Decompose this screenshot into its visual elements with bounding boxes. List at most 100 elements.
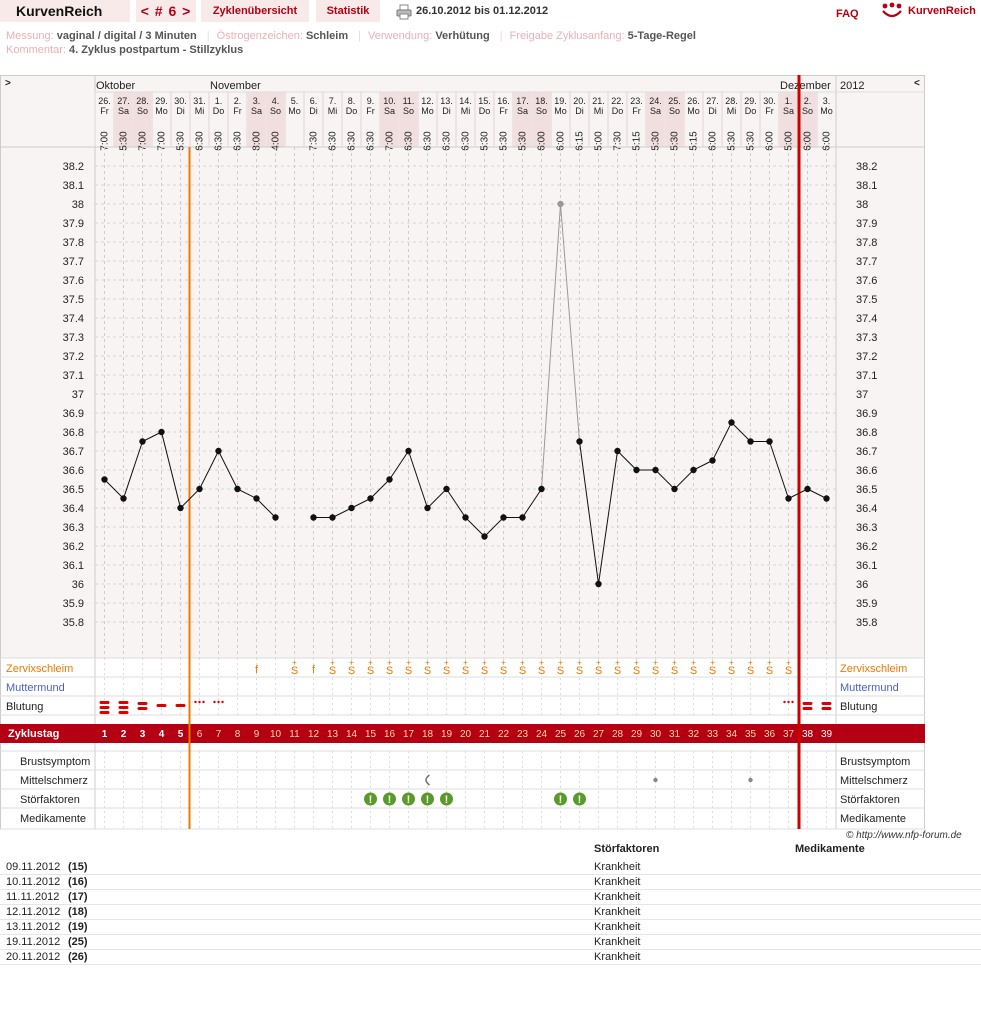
weekday-label: Do bbox=[479, 106, 491, 116]
y-tick-left: 36.3 bbox=[63, 522, 84, 534]
nav-prev: > bbox=[5, 78, 11, 89]
temperature-segment bbox=[142, 431, 162, 442]
cervix-s-top: + bbox=[482, 658, 487, 667]
cervix-s-mark: S bbox=[405, 665, 412, 677]
temperature-point bbox=[310, 514, 317, 521]
weekday-label: Mi bbox=[195, 106, 205, 116]
y-tick-left: 36.8 bbox=[63, 427, 84, 439]
header-background bbox=[0, 75, 925, 147]
cervix-s-mark: S bbox=[519, 665, 526, 677]
y-tick-left: 37.8 bbox=[63, 237, 84, 249]
cervix-s-mark: S bbox=[709, 665, 716, 677]
time-label: 6:30 bbox=[404, 131, 415, 151]
y-tick-left: 37.5 bbox=[63, 294, 84, 306]
disturb-label-right: Störfaktoren bbox=[840, 794, 900, 806]
temperature-point bbox=[367, 495, 374, 502]
cervix-label-right: Zervixschleim bbox=[840, 663, 907, 675]
weekday-label: So bbox=[403, 106, 414, 116]
notes-row: 13.11.2012 (19) Krankheit bbox=[0, 919, 981, 935]
y-tick-left: 35.9 bbox=[63, 598, 84, 610]
temperature-point bbox=[329, 514, 336, 521]
info-line-2: Kommentar: 4. Zyklus postpartum - Stillz… bbox=[6, 44, 249, 56]
cervix-s-mark: S bbox=[785, 665, 792, 677]
date-label: 2. bbox=[804, 96, 812, 106]
y-tick-right: 37.9 bbox=[856, 218, 877, 230]
date-label: 1. bbox=[785, 96, 793, 106]
cervix-mark: f bbox=[312, 664, 316, 676]
time-label: 6:15 bbox=[575, 131, 586, 151]
time-label: 5:00 bbox=[784, 131, 795, 151]
temperature-segment bbox=[446, 488, 466, 518]
nav-next: < bbox=[914, 78, 920, 89]
comment-value: 4. Zyklus postpartum - Stillzyklus bbox=[68, 44, 244, 56]
y-tick-right: 36.5 bbox=[856, 484, 877, 496]
bleeding-medium bbox=[137, 707, 148, 710]
cervix-s-top: + bbox=[387, 658, 392, 667]
y-tick-left: 37.6 bbox=[63, 275, 84, 287]
y-tick-right: 38.1 bbox=[856, 180, 877, 192]
cervix-s-top: + bbox=[520, 658, 525, 667]
bleeding-spot bbox=[198, 700, 201, 704]
tab-cycle-overview[interactable]: Zyklenübersicht bbox=[201, 0, 309, 22]
notes-date: 09.11.2012 bbox=[6, 861, 61, 873]
disturb-symbol: ! bbox=[369, 794, 373, 806]
temperature-segment bbox=[617, 450, 637, 471]
cycle-day-number: 23 bbox=[517, 729, 529, 740]
faq-link[interactable]: FAQ bbox=[836, 8, 859, 20]
time-label: 6:30 bbox=[214, 131, 225, 151]
temperature-point bbox=[500, 514, 507, 521]
tab-statistics[interactable]: Statistik bbox=[316, 0, 380, 22]
notes-date: 11.11.2012 bbox=[6, 891, 60, 903]
time-label: 6:30 bbox=[461, 131, 472, 151]
date-label: 5. bbox=[291, 96, 299, 106]
cycle-navigator[interactable]: < # 6 > bbox=[136, 0, 196, 22]
weekday-label: So bbox=[536, 106, 547, 116]
print-icon[interactable] bbox=[396, 4, 412, 20]
y-tick-left: 36.9 bbox=[63, 408, 84, 420]
weekday-label: Di bbox=[442, 106, 451, 116]
y-tick-right: 38.2 bbox=[856, 161, 877, 173]
temperature-segment bbox=[560, 203, 580, 442]
cervix-s-top: + bbox=[577, 658, 582, 667]
y-tick-right: 36.3 bbox=[856, 522, 877, 534]
weekend-shade bbox=[514, 92, 531, 147]
cycle-day-number: 31 bbox=[669, 729, 681, 740]
disturb-icon bbox=[364, 792, 377, 806]
cycle-day-label: Zyklustag bbox=[8, 728, 59, 740]
date-label: 27. bbox=[117, 96, 130, 106]
cervix-s-mark: S bbox=[291, 665, 298, 677]
y-tick-right: 37.3 bbox=[856, 332, 877, 344]
temperature-point bbox=[823, 495, 830, 502]
y-tick-right: 36.7 bbox=[856, 446, 877, 458]
weekday-label: Fr bbox=[100, 106, 109, 116]
temperature-point bbox=[728, 419, 735, 426]
cycle-day-number: 34 bbox=[726, 729, 738, 740]
usage-value: Verhütung bbox=[435, 30, 490, 42]
cycle-day-number: 29 bbox=[631, 729, 643, 740]
temperature-point bbox=[766, 438, 773, 445]
y-tick-right: 37.2 bbox=[856, 351, 877, 363]
date-label: 30. bbox=[763, 96, 776, 106]
time-label: 4:00 bbox=[271, 131, 282, 151]
temperature-segment bbox=[256, 498, 276, 518]
disturb-symbol: ! bbox=[426, 794, 430, 806]
cycle-day-number: 35 bbox=[745, 729, 757, 740]
temperature-point bbox=[690, 466, 697, 474]
cervix-s-mark: S bbox=[557, 665, 564, 677]
date-label: 2. bbox=[234, 96, 242, 106]
time-label: 7:30 bbox=[613, 131, 624, 151]
notes-cycle-day: (15) bbox=[68, 861, 88, 873]
temperature-segment bbox=[332, 507, 352, 518]
cervix-s-top: + bbox=[406, 658, 411, 667]
app-logo[interactable]: KurvenReich bbox=[0, 0, 130, 22]
cycle-day-number: 10 bbox=[270, 729, 282, 740]
cervix-s-mark: S bbox=[728, 665, 735, 677]
bleeding-medium bbox=[802, 702, 813, 705]
date-label: 1. bbox=[215, 96, 223, 106]
time-label: 6:00 bbox=[708, 131, 719, 151]
temperature-segment bbox=[769, 441, 789, 499]
cervix-s-mark: S bbox=[747, 665, 754, 677]
muttermund-label-left: Muttermund bbox=[6, 682, 65, 694]
notes-cycle-day: (19) bbox=[68, 921, 88, 933]
y-tick-left: 37.4 bbox=[63, 313, 84, 325]
